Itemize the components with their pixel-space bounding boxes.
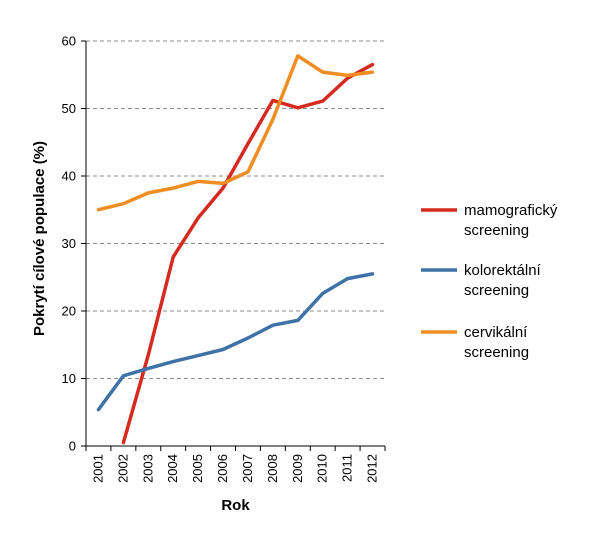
- legend-label: kolorektální: [464, 262, 542, 279]
- series-lines: [96, 54, 375, 445]
- series-line-cervikalni: [96, 54, 375, 212]
- x-tick-label: 2004: [165, 454, 180, 483]
- y-tick-labels: 0 10 20 30 40 50 60: [62, 34, 86, 454]
- x-tick-label: 2012: [365, 454, 380, 483]
- x-tick-label: 2001: [90, 454, 105, 483]
- x-tick-label: 2007: [240, 454, 255, 483]
- y-tick-label: 0: [69, 439, 76, 454]
- legend: mamografický screening kolorektální screeni…: [421, 202, 558, 361]
- y-tick-label: 50: [62, 101, 76, 116]
- y-tick-label: 10: [62, 371, 76, 386]
- x-tick-labels: 2001 2002 2003 2004 2005 2006 2007 2008 2009 2010…: [85, 446, 386, 483]
- y-tick-label: 30: [62, 236, 76, 251]
- x-tick-label: 2011: [340, 454, 355, 482]
- x-axis-title: Rok: [221, 497, 250, 514]
- gridlines: [86, 40, 385, 379]
- series-line-kolorektalni: [96, 272, 375, 412]
- y-tick-label: 20: [62, 304, 76, 319]
- series-line-mamograficky: [121, 62, 375, 445]
- x-tick-label: 2009: [290, 454, 305, 483]
- x-tick-label: 2008: [265, 454, 280, 483]
- x-tick-label: 2005: [190, 454, 205, 483]
- y-tick-label: 60: [62, 34, 76, 49]
- x-tick-label: 2002: [115, 454, 130, 483]
- x-tick-label: 2006: [215, 454, 230, 483]
- legend-label: screening: [464, 222, 529, 239]
- legend-label: mamografický: [464, 202, 558, 219]
- x-tick-label: 2003: [140, 454, 155, 483]
- legend-label: cervikální: [464, 324, 528, 341]
- legend-label: screening: [464, 282, 529, 299]
- y-tick-label: 40: [62, 169, 76, 184]
- x-tick-label: 2010: [315, 454, 330, 483]
- y-axis-title: Pokrytí cílové populace (%): [31, 141, 48, 336]
- legend-label: screening: [464, 344, 529, 361]
